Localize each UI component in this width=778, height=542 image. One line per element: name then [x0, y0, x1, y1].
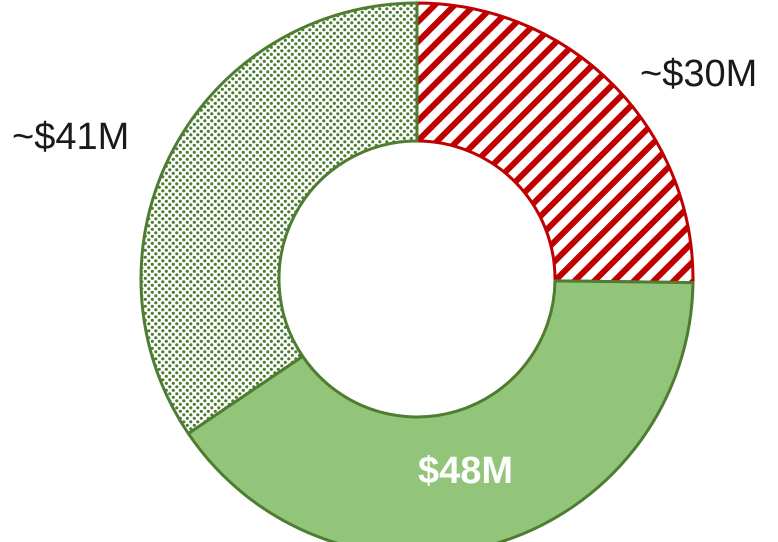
donut-slice-30m	[415, 1, 695, 285]
donut-slice-48m	[186, 279, 695, 542]
slice-label-41m: ~$41M	[12, 116, 129, 158]
donut-slices	[139, 1, 695, 542]
donut-labels: ~$30M $48M ~$41M	[12, 53, 757, 492]
donut-slice-41m	[139, 1, 419, 435]
slice-label-30m: ~$30M	[640, 53, 757, 95]
slice-label-48m: $48M	[418, 450, 513, 492]
